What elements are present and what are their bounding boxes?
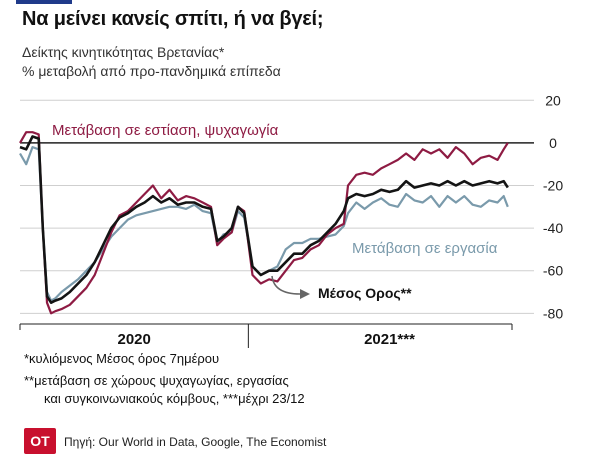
annotation-arrow	[271, 275, 301, 295]
ot-logo: OT	[24, 428, 56, 454]
y-tick-label: 20	[545, 92, 561, 108]
accent-bar	[16, 0, 72, 4]
year-label: 2021***	[364, 331, 415, 348]
footnote-average-definition-cont: και συγκοινωνιακούς κόμβους, ***μέχρι 23…	[44, 391, 305, 406]
annotation-average: Μέσος Ορος**	[318, 285, 412, 301]
y-tick-label: -80	[543, 305, 563, 321]
y-tick-label: -20	[543, 177, 563, 193]
footnote-average-definition: **μετάβαση σε χώρους ψυχαγωγίας, εργασία…	[24, 373, 289, 388]
annotation-arrow-head	[300, 289, 310, 299]
y-tick-label: 0	[549, 135, 557, 151]
year-label: 2020	[117, 331, 150, 348]
footnote-rolling-average: *κυλιόμενος Μέσος όρος 7ημέρου	[24, 351, 220, 366]
chart-subtitle: Δείκτης κινητικότητας Βρετανίας*	[22, 44, 225, 60]
chart-title: Να μείνει κανείς σπίτι, ή να βγεί;	[22, 8, 324, 30]
y-tick-label: -60	[543, 263, 563, 279]
mobility-chart: 20 0 -20 -40 -60 -80 2020 2021*** Μετάβαση σε εσ…	[19, 92, 563, 348]
series-line-recreation	[19, 131, 509, 315]
source-text: Πηγή: Our World in Data, Google, The Eco…	[64, 435, 327, 449]
chart-units: % μεταβολή από προ-πανδημικά επίπεδα	[22, 63, 281, 79]
annotation-recreation: Μετάβαση σε εστίαση, ψυχαγωγία	[52, 122, 279, 139]
y-tick-label: -40	[543, 220, 563, 236]
series-line-average	[19, 135, 509, 304]
annotation-work: Μετάβαση σε εργασία	[352, 240, 498, 257]
